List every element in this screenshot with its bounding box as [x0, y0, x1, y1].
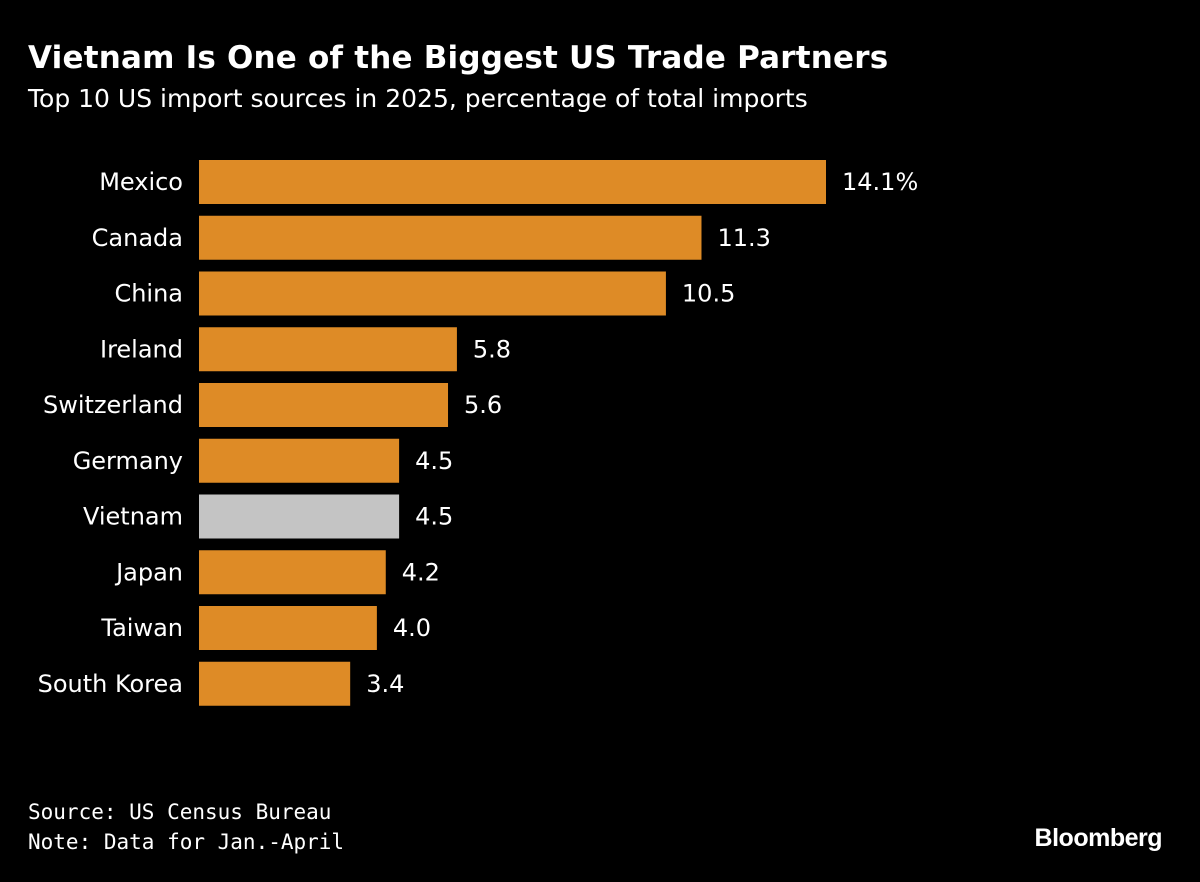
category-label: South Korea	[38, 670, 183, 698]
bar-south-korea	[199, 661, 351, 706]
value-label: 14.1%	[842, 168, 918, 196]
value-label: 4.0	[393, 614, 431, 642]
bar-taiwan	[199, 606, 377, 650]
bar-germany	[199, 438, 400, 483]
value-label: 10.5	[682, 280, 735, 308]
category-label: Taiwan	[100, 614, 183, 642]
category-label: China	[114, 280, 183, 308]
data-note: Note: Data for Jan.-April	[28, 830, 345, 854]
chart-title: Vietnam Is One of the Biggest US Trade P…	[28, 40, 889, 76]
category-label: Switzerland	[43, 391, 183, 419]
bar-ireland	[199, 327, 457, 372]
category-label: Germany	[73, 447, 183, 475]
bar-mexico	[199, 160, 826, 204]
bar-japan	[199, 550, 386, 595]
bar-vietnam	[199, 494, 400, 539]
value-label: 11.3	[717, 224, 770, 252]
category-label: Vietnam	[83, 503, 183, 531]
category-label: Japan	[114, 558, 183, 586]
value-label: 4.5	[415, 503, 453, 531]
value-label: 3.4	[366, 670, 404, 698]
bar-canada	[199, 215, 702, 260]
value-label: 4.5	[415, 447, 453, 475]
bloomberg-logo: Bloomberg	[1034, 824, 1163, 852]
value-label: 4.2	[402, 558, 440, 586]
source-note: Source: US Census Bureau	[28, 800, 332, 824]
chart-subtitle: Top 10 US import sources in 2025, percen…	[28, 84, 808, 113]
bar-switzerland	[199, 383, 449, 427]
category-label: Mexico	[99, 168, 183, 196]
bar-china	[199, 271, 666, 316]
category-label: Ireland	[100, 335, 183, 363]
value-label: 5.8	[473, 335, 511, 363]
value-label: 5.6	[464, 391, 502, 419]
category-label: Canada	[92, 224, 183, 252]
